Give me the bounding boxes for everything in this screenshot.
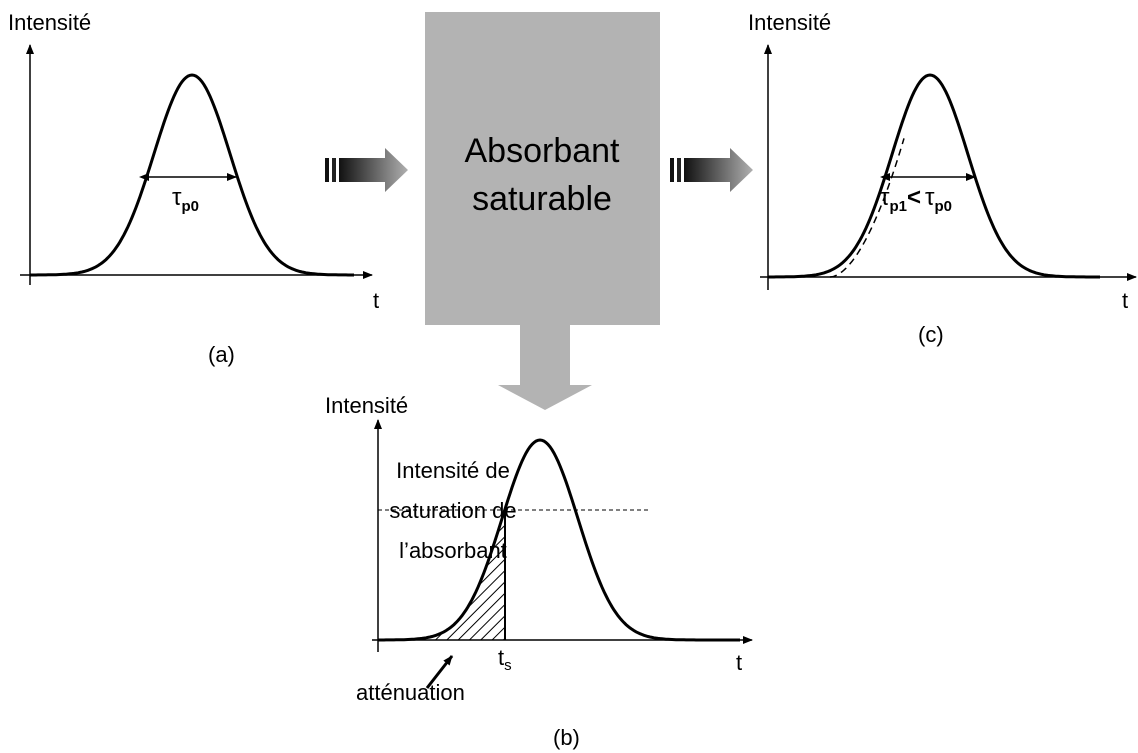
ts-label: ts (498, 645, 512, 674)
x-label: t (1122, 288, 1128, 313)
panel-c (760, 44, 1137, 290)
y-label: Intensité (748, 10, 831, 35)
arrow-right (670, 148, 753, 192)
caption: (c) (918, 322, 944, 347)
y-label: Intensité (325, 393, 408, 418)
caption: (a) (208, 342, 235, 367)
x-label: t (736, 650, 742, 675)
absorber-label: saturable (472, 180, 612, 218)
width-label: τp1< τp0 (880, 184, 952, 215)
width-label: τp0 (172, 184, 199, 215)
y-label: Intensité (8, 10, 91, 35)
arrow-down (498, 325, 592, 410)
threshold-label: Intensité de (396, 458, 510, 483)
absorber-label: Absorbant (465, 132, 621, 170)
panel-a (20, 44, 373, 285)
threshold-label: l’absorbant (399, 538, 507, 563)
x-label: t (373, 288, 379, 313)
panel-b (372, 419, 753, 689)
absorber-box (425, 12, 660, 325)
attenuation-label: atténuation (356, 680, 465, 705)
arrow-left (325, 148, 408, 192)
threshold-label: saturation de (389, 498, 516, 523)
caption: (b) (553, 725, 580, 750)
